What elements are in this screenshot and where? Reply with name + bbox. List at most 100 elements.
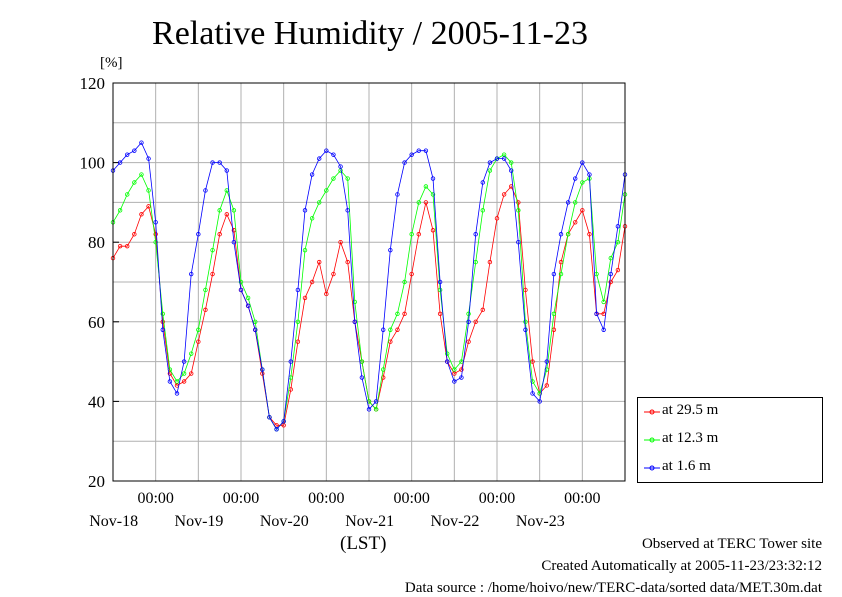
footer-created-note: Created Automatically at 2005-11-23/23:3… — [541, 558, 822, 574]
data-point — [338, 164, 343, 169]
data-point — [139, 140, 144, 145]
data-point — [580, 180, 585, 185]
data-point — [551, 271, 557, 277]
data-point — [203, 188, 208, 193]
data-point — [153, 239, 158, 245]
data-point — [117, 243, 123, 249]
data-point — [487, 160, 493, 165]
data-point — [423, 184, 429, 189]
data-point — [125, 243, 130, 249]
data-point — [217, 232, 222, 237]
data-point — [317, 259, 322, 265]
data-point — [573, 220, 578, 225]
data-point — [331, 152, 336, 157]
y-tick-label: 120 — [80, 74, 106, 93]
data-point — [196, 327, 201, 332]
legend-marker-blue — [644, 465, 660, 471]
data-point — [267, 415, 272, 420]
data-point — [117, 208, 123, 213]
plot-frame — [112, 82, 626, 482]
data-point — [580, 208, 585, 213]
data-point — [125, 192, 130, 197]
data-point — [153, 232, 158, 237]
data-point — [459, 375, 464, 380]
x-tick-time-label: 00:00 — [479, 490, 515, 507]
legend: at 29.5 m at 12.3 m at 1.6 m — [637, 397, 823, 483]
data-point — [501, 156, 507, 161]
legend-label: at 29.5 m — [662, 402, 719, 418]
x-tick-time-label: 00:00 — [308, 490, 344, 507]
y-tick-label: 40 — [88, 392, 105, 411]
data-point — [217, 208, 222, 213]
data-point — [430, 228, 436, 233]
x-tick-time-label: 00:00 — [564, 490, 600, 507]
x-tick-time-label: 00:00 — [223, 490, 259, 507]
data-point — [132, 180, 137, 185]
data-point — [473, 232, 478, 237]
series-line-2 — [112, 141, 626, 430]
data-point — [146, 188, 151, 193]
chart-title: Relative Humidity / 2005-11-23 — [152, 15, 588, 52]
data-point — [224, 168, 229, 173]
data-point — [487, 168, 493, 173]
data-point — [466, 339, 471, 344]
y-axis-unit-label: [%] — [100, 55, 123, 71]
data-point — [260, 367, 265, 372]
data-point — [530, 359, 535, 364]
data-point — [445, 351, 450, 356]
data-point — [395, 192, 400, 197]
data-point — [430, 176, 436, 181]
data-point — [437, 311, 443, 317]
data-point — [288, 359, 293, 364]
data-point — [615, 267, 621, 273]
data-point — [473, 319, 478, 324]
data-point — [324, 148, 329, 153]
data-point — [231, 208, 237, 213]
data-point — [295, 319, 301, 324]
data-point — [146, 156, 151, 161]
y-tick-labels: 20 40 60 80 100 120 — [80, 74, 119, 491]
data-point — [167, 379, 173, 384]
data-point — [402, 160, 407, 165]
data-point — [366, 407, 372, 412]
data-point — [480, 180, 485, 185]
data-point — [189, 351, 194, 356]
data-point — [245, 295, 251, 301]
data-point — [210, 247, 215, 253]
data-point — [480, 208, 485, 213]
data-point — [409, 152, 414, 157]
data-point — [224, 212, 229, 217]
legend-item-1-6m: at 1.6 m — [638, 458, 822, 478]
data-point — [359, 375, 365, 380]
data-point — [309, 216, 315, 221]
data-point — [594, 311, 599, 317]
data-point — [146, 204, 151, 209]
data-point — [565, 232, 571, 237]
data-point — [466, 319, 471, 324]
data-point — [317, 200, 322, 205]
footer-data-source: Data source : /home/hoivo/new/TERC-data/… — [404, 580, 822, 596]
data-point — [373, 399, 379, 404]
legend-label: at 12.3 m — [662, 430, 719, 446]
data-point — [181, 359, 187, 364]
data-point — [530, 379, 535, 384]
data-point — [558, 232, 564, 237]
data-point — [253, 327, 258, 332]
y-tick-label: 20 — [88, 472, 105, 491]
data-point — [373, 407, 379, 412]
y-tick-label: 100 — [80, 154, 106, 173]
data-point — [117, 160, 123, 165]
footer-site-note: Observed at TERC Tower site — [641, 536, 822, 552]
grid-layer — [113, 83, 625, 481]
data-point — [203, 287, 208, 293]
data-point — [295, 287, 301, 293]
series-line-1 — [112, 154, 626, 430]
data-point — [580, 160, 585, 165]
legend-marker-red — [644, 409, 660, 415]
data-point — [452, 367, 457, 372]
x-tick-date-label: Nov-19 — [175, 513, 224, 530]
data-point — [551, 311, 557, 317]
data-point — [153, 220, 158, 225]
data-point — [402, 311, 407, 317]
data-point — [324, 291, 329, 297]
